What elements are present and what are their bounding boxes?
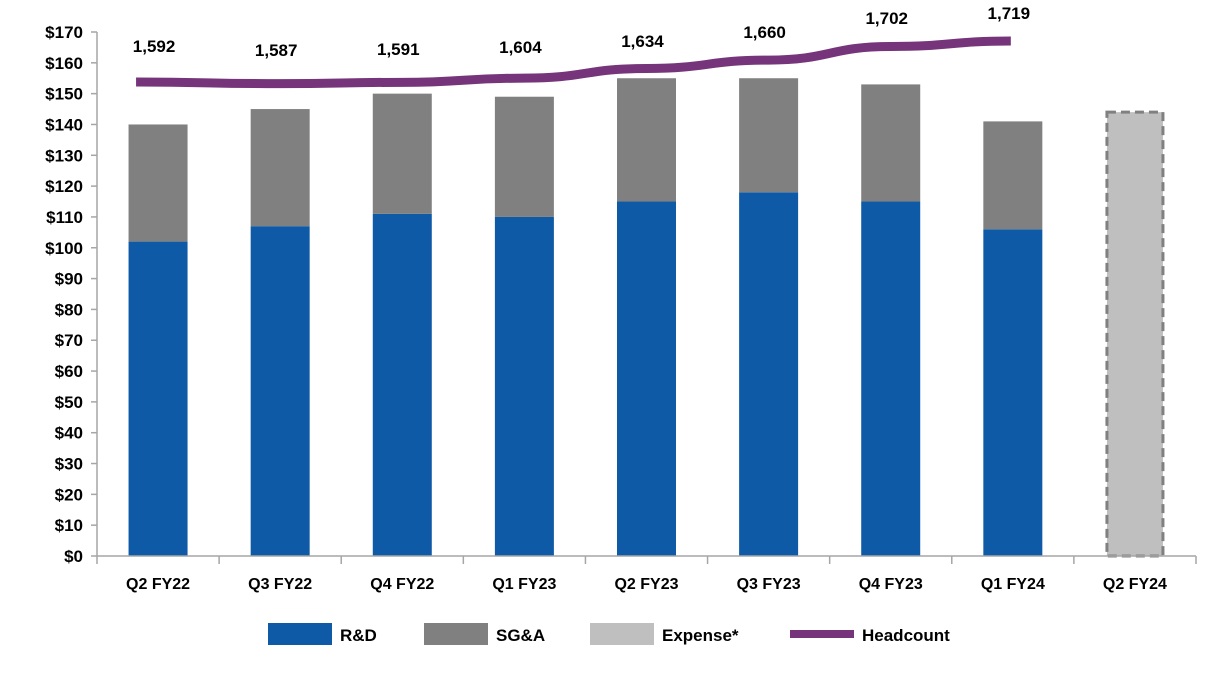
bar-rd (617, 201, 676, 556)
bar-sga (494, 96, 554, 217)
y-tick-label: $100 (45, 239, 83, 258)
y-tick-label: $70 (55, 331, 83, 350)
bar-rd (494, 216, 554, 557)
y-tick-label: $50 (55, 393, 83, 412)
headcount-line (136, 36, 1011, 89)
headcount-label: 1,719 (988, 4, 1031, 23)
legend: R&D SG&A Expense* Headcount (268, 623, 950, 645)
y-tick-label: $60 (55, 362, 83, 381)
legend-label: SG&A (496, 626, 545, 645)
y-tick-label: $150 (45, 85, 83, 104)
bar-sga (372, 93, 432, 214)
bar-sga (739, 78, 799, 193)
bar-rd (861, 201, 921, 556)
x-tick-label: Q4 FY23 (859, 576, 923, 593)
bars-group (128, 78, 1165, 558)
legend-label: Expense* (662, 626, 739, 645)
bar-rd (128, 241, 188, 556)
headcount-label: 1,592 (133, 37, 176, 56)
headcount-line-group: 1,592 1,587 1,591 1,604 1,634 1,660 1,702 1,719 (133, 4, 1031, 89)
y-tick-label: $40 (55, 424, 83, 443)
y-tick-label: $90 (55, 270, 83, 289)
headcount-label: 1,660 (743, 23, 786, 42)
y-tick-label: $20 (55, 485, 83, 504)
bar-sga (128, 124, 188, 242)
y-tick-label: $110 (46, 208, 83, 227)
bar-sga (983, 121, 1043, 230)
legend-swatch-0 (268, 623, 332, 645)
y-tick-label: $10 (55, 516, 83, 535)
headcount-label: 1,634 (621, 32, 664, 51)
x-tick-label: Q4 FY22 (370, 576, 434, 593)
y-tick-label: $130 (45, 146, 83, 165)
bar-sga (250, 109, 310, 227)
y-tick-label: $140 (45, 115, 83, 134)
axes-group: $0 $10 $20 $30 $40 $50 $60 $70 $80 $90 $100 $110 $12… (45, 23, 1197, 593)
bar-rd (250, 226, 310, 556)
y-tick-label: $120 (45, 177, 83, 196)
headcount-label: 1,604 (499, 38, 542, 57)
headcount-label: 1,591 (377, 40, 420, 59)
y-tick-label: $80 (55, 300, 83, 319)
bar-sga (617, 78, 676, 202)
y-tick-label: $160 (45, 54, 83, 73)
legend-label: R&D (340, 626, 377, 645)
legend-label: Headcount (862, 626, 950, 645)
y-tick-label: $30 (55, 455, 83, 474)
x-tick-label: Q2 FY22 (126, 576, 190, 593)
x-tick-label: Q3 FY23 (737, 576, 801, 593)
bar-rd (983, 229, 1043, 557)
legend-swatch-2 (590, 623, 654, 645)
x-tick-label: Q3 FY22 (248, 576, 312, 593)
headcount-label: 1,587 (255, 41, 298, 60)
x-tick-label: Q2 FY23 (614, 576, 678, 593)
x-tick-label: Q1 FY23 (492, 576, 556, 593)
bar-rd (372, 213, 432, 556)
legend-swatch-1 (424, 623, 488, 645)
bar-rd (739, 192, 799, 556)
y-tick-label: $0 (64, 547, 83, 566)
bar-expense (1105, 110, 1165, 558)
bar-sga (861, 84, 921, 202)
x-tick-label: Q1 FY24 (981, 576, 1045, 593)
x-tick-label: Q2 FY24 (1103, 576, 1167, 593)
y-tick-label: $170 (45, 23, 83, 42)
headcount-label: 1,702 (865, 9, 908, 28)
